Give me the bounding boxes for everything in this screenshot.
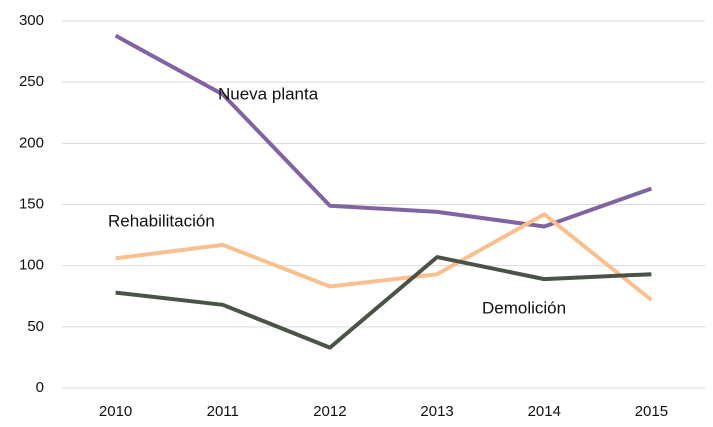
x-tick-label: 2014: [528, 403, 561, 420]
y-tick-label: 0: [36, 379, 44, 396]
series-line: [115, 212, 653, 302]
y-tick-label: 200: [19, 134, 44, 151]
x-tick-label: 2011: [207, 403, 239, 420]
y-tick-label: 50: [27, 318, 44, 335]
x-tick-label: 2013: [420, 403, 453, 420]
x-tick-label: 2012: [313, 403, 346, 420]
y-tick-label: 250: [19, 73, 44, 90]
x-tick-label: 2015: [635, 403, 668, 420]
series-label: Nueva planta: [218, 84, 319, 103]
series-label: Demolición: [482, 298, 566, 317]
series-line: [115, 255, 652, 350]
series-label: Rehabilitación: [108, 211, 215, 230]
series-line: [114, 33, 653, 229]
y-tick-label: 100: [19, 257, 44, 274]
y-tick-label: 300: [19, 12, 44, 29]
y-tick-label: 150: [19, 195, 44, 212]
x-tick-label: 2010: [99, 403, 132, 420]
